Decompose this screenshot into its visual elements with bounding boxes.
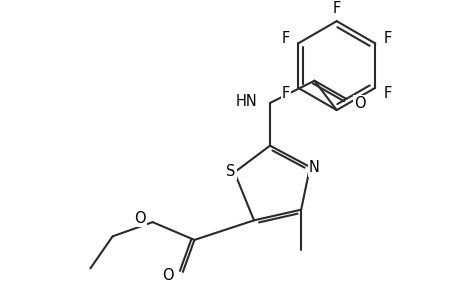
Text: N: N bbox=[308, 160, 319, 175]
Text: F: F bbox=[383, 86, 391, 101]
Text: HN: HN bbox=[235, 94, 257, 109]
Text: O: O bbox=[134, 211, 145, 226]
Text: F: F bbox=[383, 31, 391, 46]
Text: F: F bbox=[332, 1, 340, 16]
Text: O: O bbox=[354, 96, 365, 111]
Text: F: F bbox=[281, 86, 289, 101]
Text: O: O bbox=[162, 268, 174, 283]
Text: F: F bbox=[281, 31, 289, 46]
Text: S: S bbox=[226, 164, 235, 179]
